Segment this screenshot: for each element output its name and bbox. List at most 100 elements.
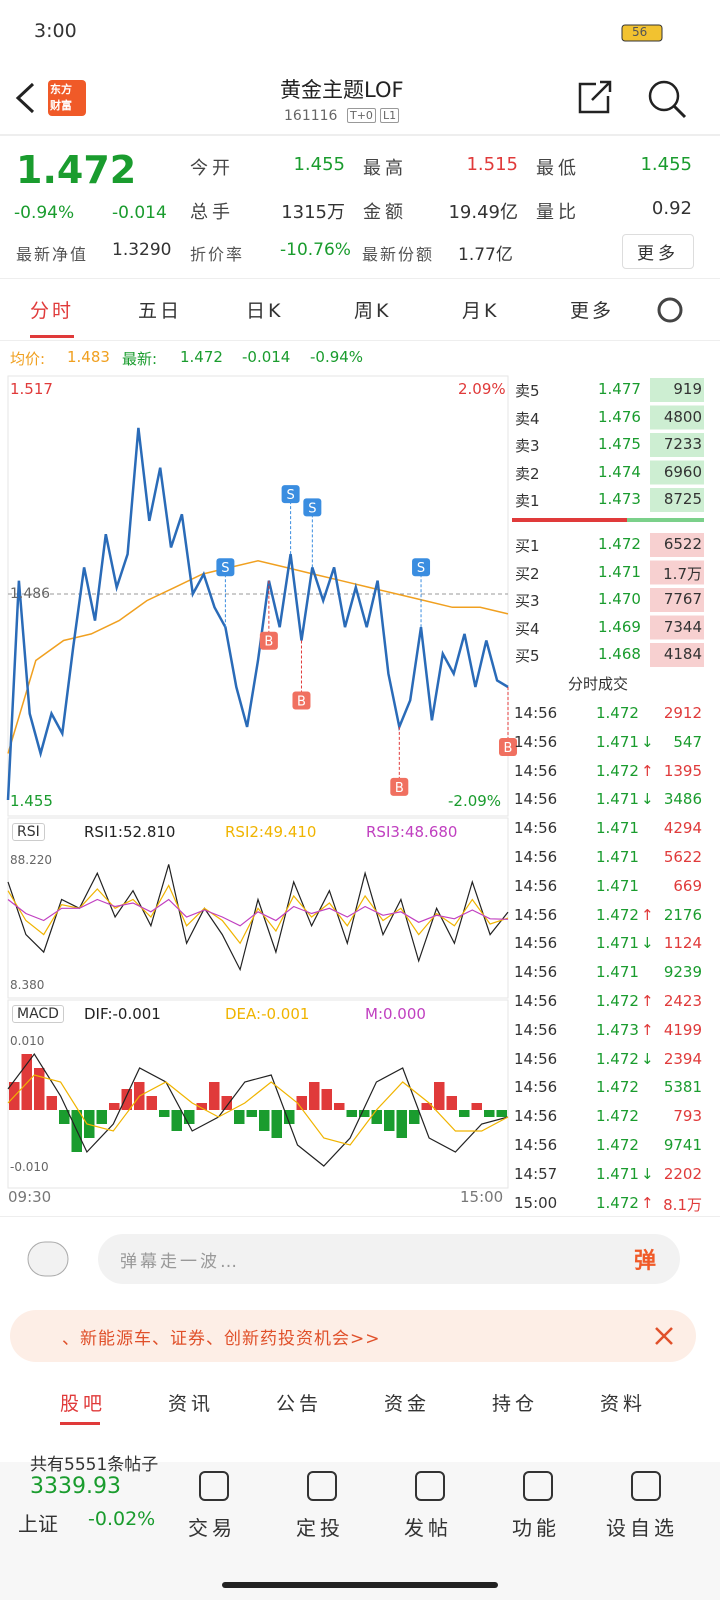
nav-button[interactable]: 发帖 (404, 1516, 452, 1540)
trade-price: 1.472 (596, 704, 639, 722)
bottom-nav (0, 1462, 720, 1600)
book-price: 1.473 (598, 490, 641, 508)
macd-bar (84, 1110, 95, 1138)
trade-price: 1.471 (596, 819, 639, 838)
marker-label: S (286, 488, 294, 503)
macd-bar (184, 1110, 195, 1124)
trade-arrow: ↓ (641, 732, 654, 751)
book-price: 1.474 (598, 462, 641, 481)
tab[interactable]: 更多 (570, 300, 615, 322)
sub-tab[interactable]: 资金 (384, 1393, 431, 1415)
marker-badge (216, 558, 235, 577)
trade-vol: 5622 (663, 848, 702, 866)
tab[interactable]: 周K (354, 300, 392, 322)
more-button[interactable]: 更多 (622, 234, 694, 269)
trade-price: 1.471 (596, 876, 639, 895)
divider (0, 1216, 720, 1217)
ref-label: 1.486 (10, 586, 51, 602)
trade-vol: 9239 (663, 963, 702, 982)
panel-frame (7, 999, 509, 1189)
trade-price: 1.471 (596, 1164, 639, 1183)
summary-change: -0.014 (242, 348, 291, 366)
field-value: -10.76% (280, 240, 351, 260)
comment-placeholder[interactable]: 弹幕走一波… (120, 1252, 240, 1272)
macd-bar (284, 1110, 295, 1124)
price-line (6, 427, 509, 801)
nav-button[interactable]: 设自选 (606, 1516, 678, 1540)
sub-tab[interactable]: 持仓 (492, 1393, 539, 1415)
trade-vol: 793 (673, 1107, 702, 1126)
field-value: 1.77亿 (458, 245, 513, 265)
sub-tab[interactable]: 资讯 (168, 1393, 215, 1415)
trade-vol: 547 (673, 732, 702, 751)
sub-tab[interactable]: 公告 (276, 1393, 323, 1415)
rsi-selector[interactable]: RSI (12, 823, 45, 841)
sub-tab[interactable]: 股吧 (60, 1393, 107, 1415)
home-indicator (222, 1582, 498, 1588)
macd-dea: DEA:-0.001 (225, 1005, 310, 1023)
panel-frame (7, 817, 509, 999)
danmu-button[interactable]: 弹 (634, 1249, 657, 1274)
rsi-line (7, 884, 509, 945)
marker-badge (390, 777, 409, 796)
nav-button[interactable]: 交易 (188, 1516, 236, 1540)
macd-bar (109, 1103, 120, 1110)
macd-bar (159, 1110, 170, 1117)
book-label: 买2 (515, 564, 540, 583)
banner-text[interactable]: 、新能源车、证券、创新药投资机会>> (62, 1329, 381, 1349)
volume-bg (650, 533, 704, 557)
volume-bg (650, 588, 704, 612)
macd-bar (459, 1110, 470, 1117)
book-vol: 4800 (663, 407, 702, 426)
nav-icon (307, 1471, 337, 1501)
macd-selector[interactable]: MACD (12, 1005, 64, 1023)
banner (10, 1310, 696, 1362)
nav-button[interactable]: 功能 (512, 1516, 560, 1540)
marker-badge (412, 558, 431, 577)
tab[interactable]: 分时 (30, 300, 75, 322)
nav-icon (415, 1471, 445, 1501)
macd-bar (271, 1110, 282, 1138)
price: 1.472 (16, 148, 137, 192)
tag: L1 (380, 108, 400, 123)
settings-icon (657, 297, 683, 323)
index-change: -0.02% (88, 1508, 156, 1530)
volume-bg (650, 488, 704, 512)
marker-label: B (504, 741, 513, 756)
trade-vol: 4294 (663, 819, 702, 838)
logo (48, 80, 86, 116)
macd-bar (59, 1110, 70, 1124)
nav-icon (631, 1471, 661, 1501)
comment-icon (27, 1241, 69, 1277)
macd-bar (446, 1096, 457, 1110)
tab[interactable]: 五日 (138, 300, 183, 322)
macd-bar (359, 1110, 370, 1117)
trade-vol: 1395 (663, 761, 702, 780)
macd-bar (471, 1103, 482, 1110)
tab[interactable]: 日K (246, 300, 284, 322)
index-value: 3339.93 (30, 1474, 121, 1499)
macd-bar (371, 1110, 382, 1124)
book-label: 卖5 (515, 382, 540, 400)
book-vol: 7344 (663, 617, 702, 636)
field-label: 金额 (363, 202, 407, 223)
sub-tab[interactable]: 资料 (600, 1393, 647, 1415)
marker-label: B (264, 635, 273, 650)
trade-vol: 669 (673, 876, 702, 895)
macd-bar (146, 1096, 157, 1110)
macd-bar (396, 1110, 407, 1138)
trade-price: 1.472 (596, 905, 639, 924)
tab[interactable]: 月K (462, 300, 500, 322)
nav-icon (523, 1471, 553, 1501)
trade-time: 14:56 (514, 761, 558, 780)
macd-bar (209, 1082, 220, 1110)
macd-bottom: -0.010 (10, 1160, 49, 1174)
macd-bar (434, 1082, 445, 1110)
trade-price: 1.471 (596, 848, 639, 866)
field-label: 最低 (536, 158, 580, 179)
book-label: 卖2 (515, 464, 540, 483)
nav-button[interactable]: 定投 (296, 1516, 344, 1540)
trade-time: 14:56 (514, 1107, 558, 1126)
trade-price: 1.472 (596, 761, 639, 780)
